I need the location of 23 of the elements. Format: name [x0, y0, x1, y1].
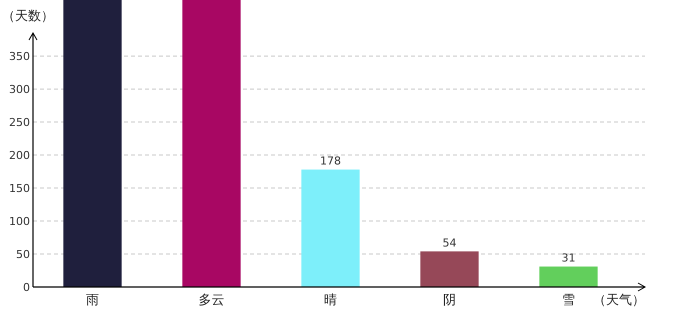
data-label: 31: [562, 252, 576, 265]
x-tick-label: 多云: [198, 293, 224, 308]
x-axis-title: （天气）: [593, 293, 645, 308]
bar: [420, 251, 479, 287]
y-tick-label: 350: [9, 50, 30, 64]
bar: [63, 0, 122, 287]
y-tick-label: 150: [9, 182, 30, 196]
bar: [539, 266, 598, 287]
y-tick-label: 50: [16, 248, 30, 262]
y-tick-label: 100: [9, 215, 30, 228]
y-tick-label: 250: [9, 116, 30, 130]
y-axis-title: （天数）: [2, 9, 54, 24]
y-tick-label: 300: [9, 83, 30, 96]
x-tick-label: 阴: [443, 293, 456, 308]
bar: [182, 0, 241, 287]
x-tick-label: 雨: [86, 293, 99, 308]
data-label: 54: [442, 236, 456, 250]
y-tick-label: 0: [23, 281, 30, 294]
y-tick-label: 200: [9, 149, 30, 162]
x-tick-label: 雪: [562, 293, 575, 308]
x-tick-label: 晴: [324, 293, 337, 308]
bar: [301, 170, 360, 287]
data-label: 178: [320, 154, 341, 168]
